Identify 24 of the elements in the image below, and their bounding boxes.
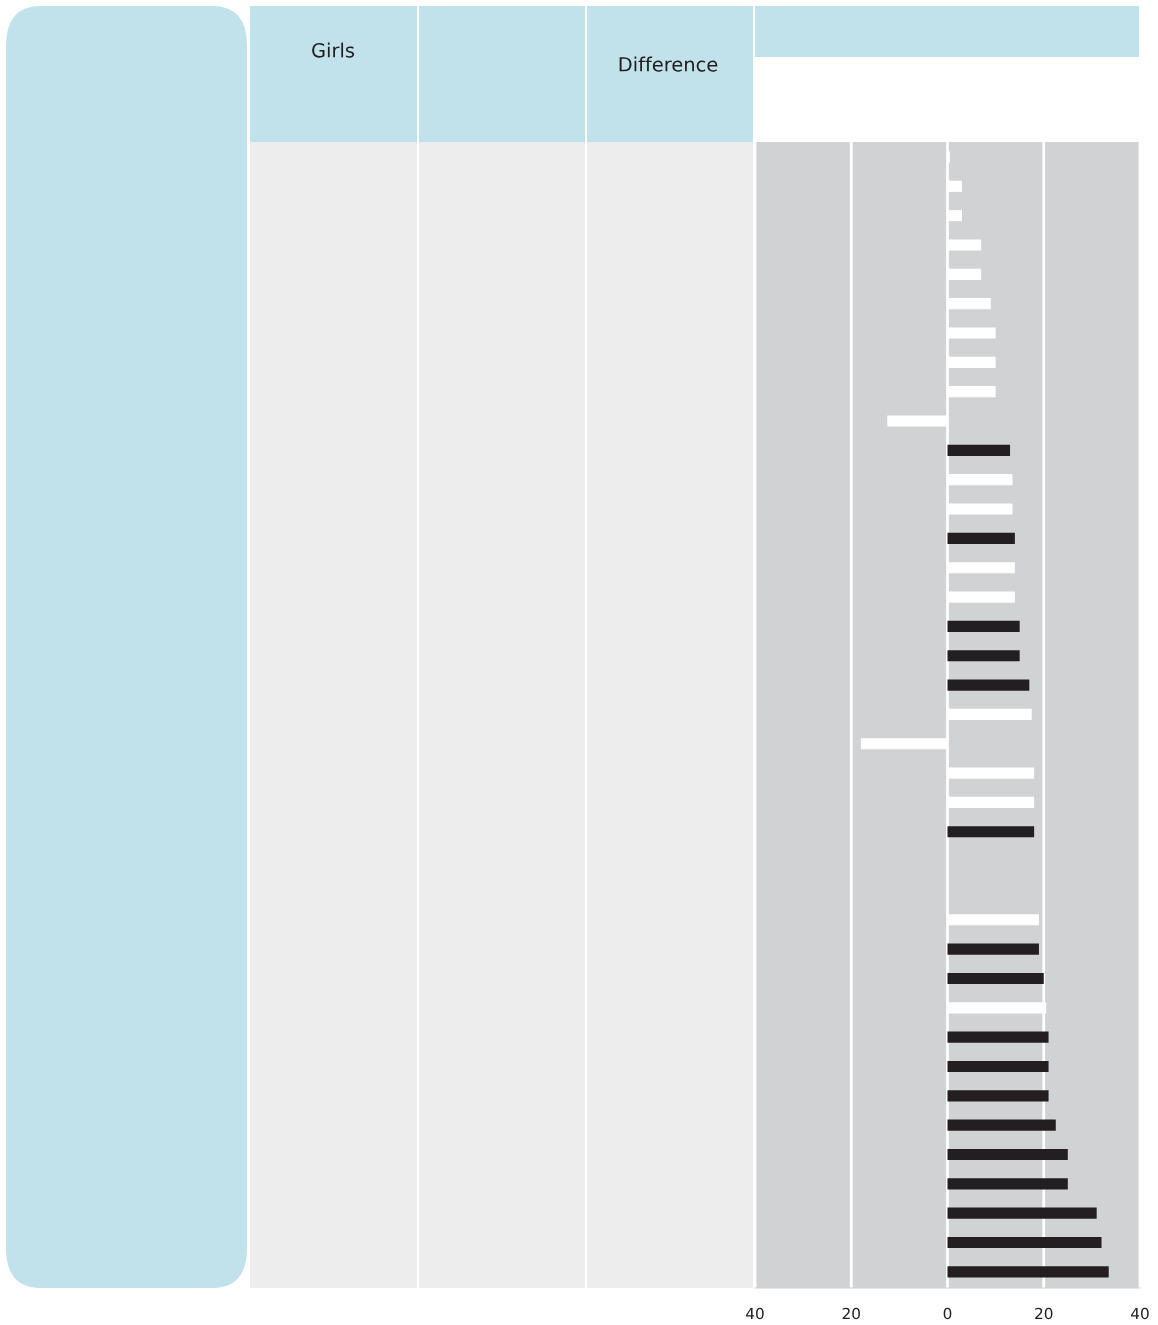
text: Girls (312, 42, 355, 58)
bar (947, 1148, 1068, 1161)
bar (947, 532, 1015, 544)
bar (947, 1060, 1049, 1073)
x-tick-label: 20 (1035, 1307, 1053, 1320)
bar (947, 972, 1044, 985)
bar (947, 826, 1035, 838)
bar (947, 1090, 1049, 1102)
text: Difference (619, 56, 718, 72)
x-tick-label: 20 (842, 1307, 860, 1320)
x-tick-label: 40 (1131, 1307, 1149, 1320)
bar (947, 444, 1011, 456)
bar (947, 679, 1030, 691)
bar (947, 1236, 1102, 1249)
bar (947, 1266, 1109, 1278)
x-tick-label: 40 (746, 1307, 764, 1320)
bar (947, 1178, 1068, 1190)
bar (947, 1207, 1097, 1219)
bar (947, 620, 1020, 632)
x-tick-label: 0 (943, 1307, 952, 1320)
bar (947, 1031, 1049, 1043)
bar (947, 1119, 1056, 1131)
bar (947, 943, 1039, 955)
bar (947, 650, 1020, 662)
